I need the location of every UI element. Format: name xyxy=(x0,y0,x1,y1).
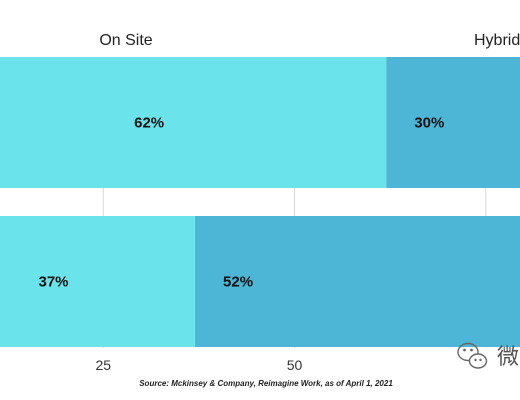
value-label-hybrid-1: 30% xyxy=(414,115,444,132)
x-tick-label: 50 xyxy=(287,357,303,373)
watermark: 微 xyxy=(457,342,519,370)
value-label-on-site-1: 62% xyxy=(134,115,164,132)
source-note: Source: Mckinsey & Company, Reimagine Wo… xyxy=(139,379,393,388)
legend-item-on-site: On Site xyxy=(99,32,152,49)
bar-hybrid-1 xyxy=(386,57,520,188)
value-labels: 62% 30% 37% 52% xyxy=(39,115,445,291)
x-axis-ticks: 25 50 xyxy=(95,357,302,373)
legend: On Site Hybrid xyxy=(99,32,520,49)
x-tick-label: 25 xyxy=(95,357,111,373)
value-label-hybrid-2: 52% xyxy=(223,274,253,291)
bars xyxy=(0,57,520,347)
legend-item-hybrid: Hybrid xyxy=(474,32,520,49)
bar-on-site-1 xyxy=(0,57,387,188)
bar-on-site-2 xyxy=(0,216,196,347)
watermark-text: 微 xyxy=(497,345,519,370)
value-label-on-site-2: 37% xyxy=(39,274,69,291)
bar-hybrid-2 xyxy=(195,216,520,347)
wechat-icon xyxy=(457,342,488,369)
